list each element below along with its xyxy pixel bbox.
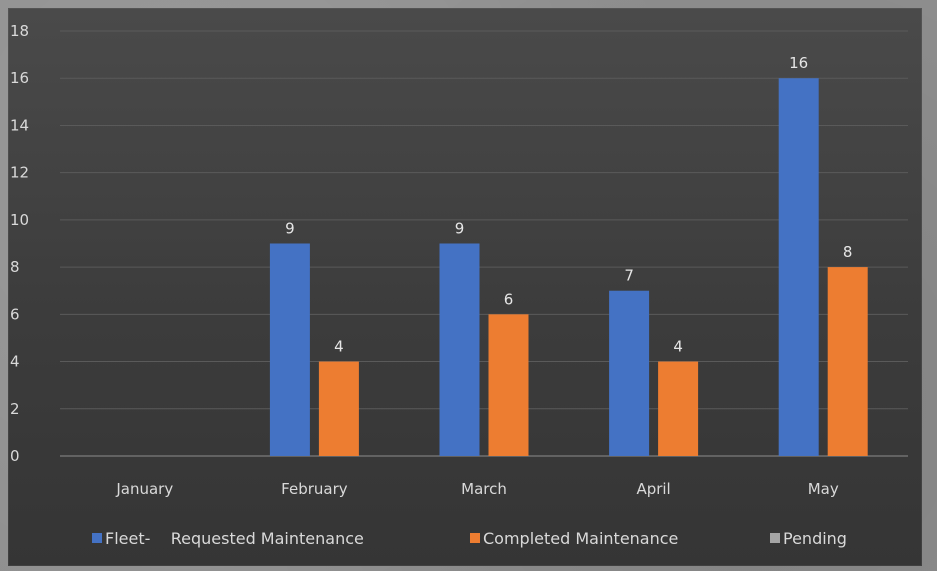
y-axis-ticks: 0 2 4 6 8 10 12 14 16 18 [10, 22, 29, 465]
bar-requested-may [778, 78, 819, 456]
legend-label: Completed Maintenance [483, 529, 678, 548]
data-label: 8 [843, 243, 853, 261]
legend: Fleet- Requested Maintenance Completed Ma… [92, 529, 847, 548]
x-tick-label: April [636, 480, 670, 498]
bar-requested-april [609, 290, 650, 456]
legend-label: Fleet- Requested Maintenance [105, 529, 364, 548]
x-axis-ticks: January February March April May [115, 480, 838, 498]
legend-item-completed: Completed Maintenance [470, 529, 678, 548]
bar-completed-april [658, 361, 699, 456]
y-tick-label: 12 [10, 164, 29, 182]
data-label: 9 [455, 220, 465, 238]
bar-chart: 0 2 4 6 8 10 12 14 16 18 9 4 9 6 7 4 16 8 January Februar… [10, 22, 908, 548]
data-label: 4 [334, 338, 344, 356]
bar-completed-may [827, 267, 868, 456]
y-tick-label: 10 [10, 211, 29, 229]
bar-completed-march [488, 314, 529, 456]
legend-item-pending: Pending [770, 529, 847, 548]
legend-label: Pending [783, 529, 847, 548]
y-tick-label: 16 [10, 69, 29, 87]
data-label: 6 [504, 290, 514, 308]
x-tick-label: January [115, 480, 173, 498]
data-label: 4 [673, 338, 683, 356]
legend-swatch [92, 533, 102, 543]
legend-swatch [770, 533, 780, 543]
legend-item-requested: Fleet- Requested Maintenance [92, 529, 364, 548]
bars [269, 78, 868, 456]
y-tick-label: 14 [10, 116, 29, 134]
chart-area: 0 2 4 6 8 10 12 14 16 18 9 4 9 6 7 4 16 8 January Februar… [8, 8, 922, 566]
x-tick-label: May [808, 480, 839, 498]
bar-requested-february [269, 243, 310, 456]
y-tick-label: 6 [10, 305, 20, 323]
bar-requested-march [439, 243, 480, 456]
gridlines [60, 30, 908, 457]
x-tick-label: February [281, 480, 348, 498]
data-labels: 9 4 9 6 7 4 16 8 [285, 54, 852, 355]
y-tick-label: 4 [10, 353, 20, 371]
y-tick-label: 18 [10, 22, 29, 40]
y-tick-label: 8 [10, 258, 20, 276]
data-label: 16 [789, 54, 808, 72]
x-tick-label: March [461, 480, 507, 498]
y-tick-label: 0 [10, 447, 20, 465]
legend-swatch [470, 533, 480, 543]
data-label: 9 [285, 220, 295, 238]
bar-completed-february [318, 361, 359, 456]
data-label: 7 [624, 267, 634, 285]
y-tick-label: 2 [10, 400, 20, 418]
